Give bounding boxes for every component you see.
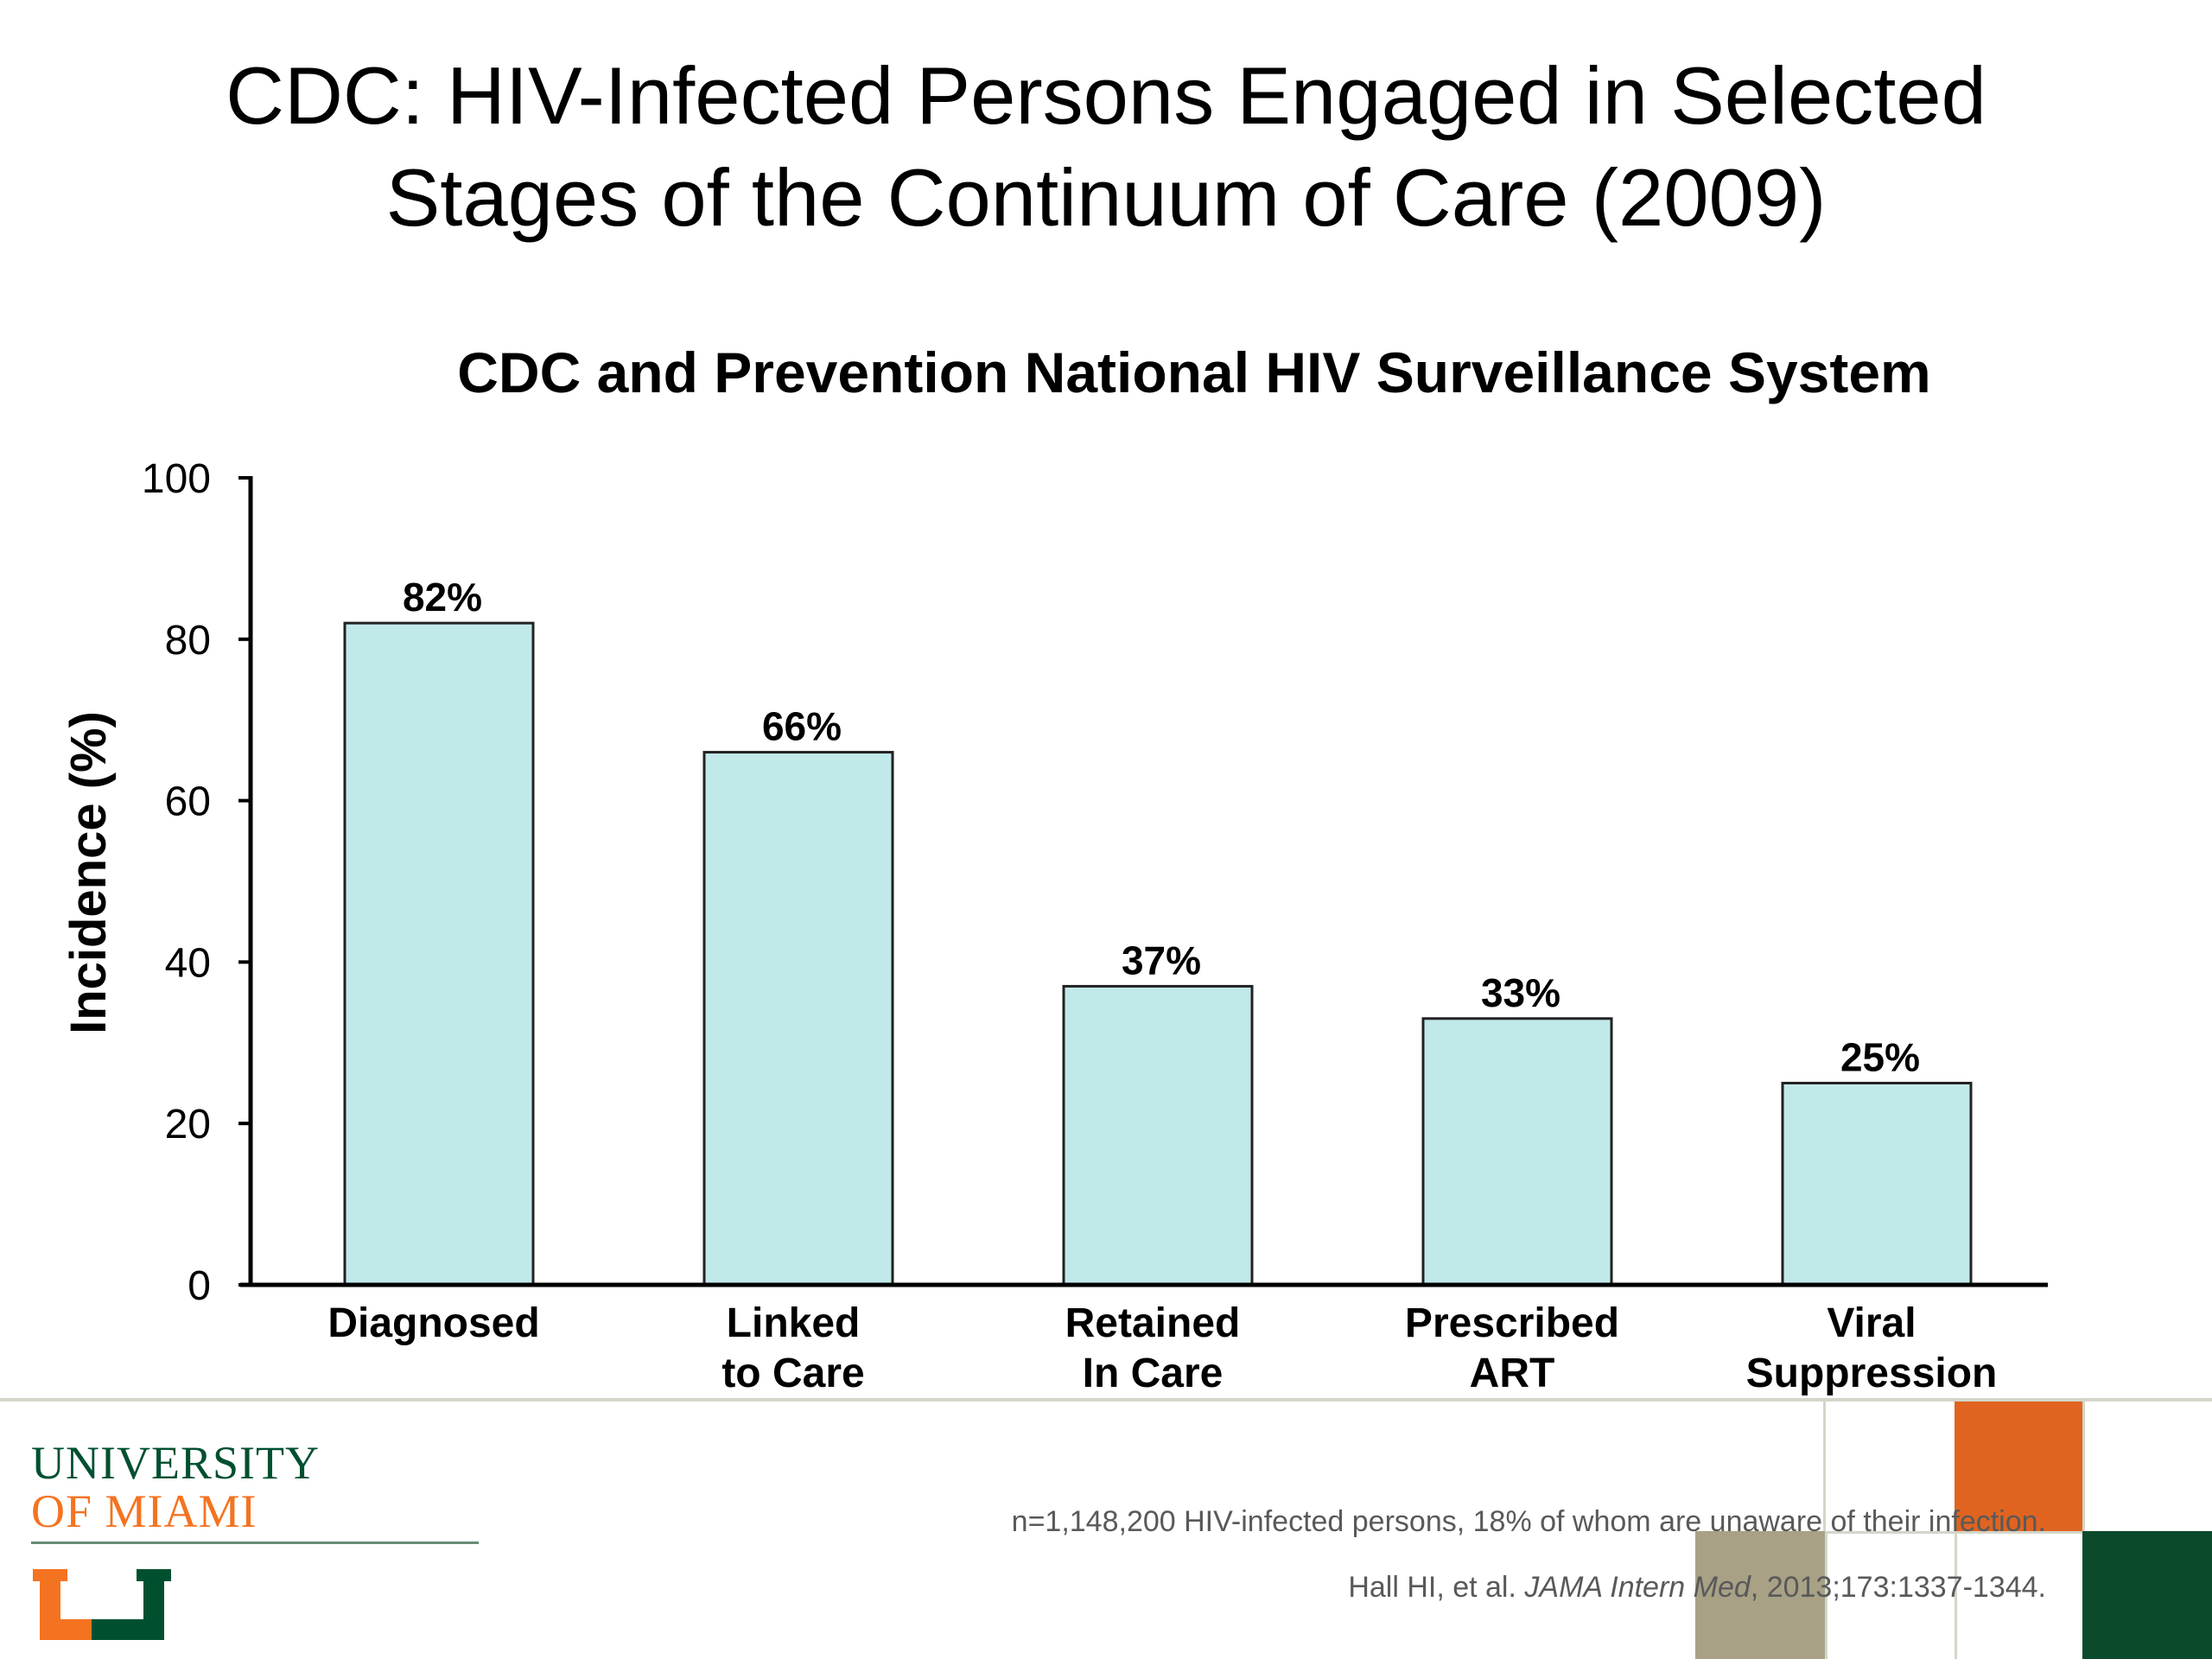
data-label-0: 82% (403, 575, 482, 620)
bar-1 (702, 751, 894, 1287)
x-tick-label-3-line-1: ART (1470, 1351, 1555, 1396)
x-tick-label-1-line-1: to Care (721, 1351, 864, 1396)
u-logo-icon (33, 1569, 171, 1640)
y-tick-label-60: 60 (165, 779, 211, 825)
logo-text-of-miami: OF MIAMI (31, 1485, 257, 1537)
data-label-2: 37% (1122, 938, 1201, 982)
x-tick-label-4-line-0: Viral (1827, 1300, 1916, 1346)
slide-title-line-1: CDC: HIV-Infected Persons Engaged in Sel… (226, 50, 1986, 141)
y-tick-label-20: 20 (165, 1102, 211, 1147)
y-tick-label-40: 40 (165, 940, 211, 986)
sample-size-note: n=1,148,200 HIV-infected persons, 18% of… (1011, 1505, 2046, 1538)
slide-title-line-2: Stages of the Continuum of Care (2009) (385, 152, 1827, 243)
bar-3 (1421, 1017, 1613, 1287)
bar-0 (343, 621, 535, 1287)
decor-square-outline-1 (1823, 1402, 1955, 1531)
data-label-1: 66% (762, 704, 842, 749)
bar-2 (1062, 984, 1254, 1287)
data-label-4: 25% (1840, 1035, 1920, 1080)
x-tick-label-3-line-0: Prescribed (1405, 1300, 1619, 1346)
logo-text-university: UNIVERSITY (31, 1437, 320, 1489)
slide-title: CDC: HIV-Infected Persons Engaged in Sel… (0, 45, 2212, 249)
citation-details: , 2013;173:1337-1344. (1750, 1571, 2046, 1604)
bar-chart: CDC and Prevention National HIV Surveill… (60, 340, 2048, 1396)
y-tick-label-80: 80 (165, 618, 211, 664)
x-tick-label-4-line-1: Suppression (1746, 1351, 1998, 1396)
data-label-3: 33% (1481, 970, 1560, 1015)
footer: UNIVERSITY OF MIAMI n=1,148,200 HIV-infe… (0, 1398, 2212, 1659)
x-tick-label-2-line-1: In Care (1083, 1351, 1224, 1396)
x-tick-label-0: Diagnosed (327, 1300, 539, 1346)
citation-journal: JAMA Intern Med (1524, 1571, 1751, 1604)
chart-title: CDC and Prevention National HIV Surveill… (457, 340, 1931, 404)
x-tick-label-2-line-0: Retained (1065, 1300, 1241, 1346)
decor-square-khaki (1695, 1531, 1825, 1659)
logo-divider (31, 1541, 479, 1544)
x-tick-label-1-line-0: Linked (727, 1300, 861, 1346)
citation-authors: Hall HI, et al. (1348, 1571, 1516, 1604)
decor-square-orange (1955, 1402, 2082, 1531)
citation: Hall HI, et al. JAMA Intern Med, 2013;17… (1348, 1571, 2046, 1605)
y-axis-label: Incidence (%) (60, 711, 117, 1034)
decor-square-outline-2 (2082, 1402, 2212, 1531)
y-tick-label-100: 100 (142, 456, 211, 502)
decor-square-outline-3 (1825, 1531, 1955, 1659)
y-tick-label-0: 0 (188, 1263, 211, 1309)
bar-4 (1781, 1082, 1973, 1287)
decor-square-green (2082, 1531, 2212, 1659)
decor-square-outline-4 (1955, 1531, 2082, 1659)
